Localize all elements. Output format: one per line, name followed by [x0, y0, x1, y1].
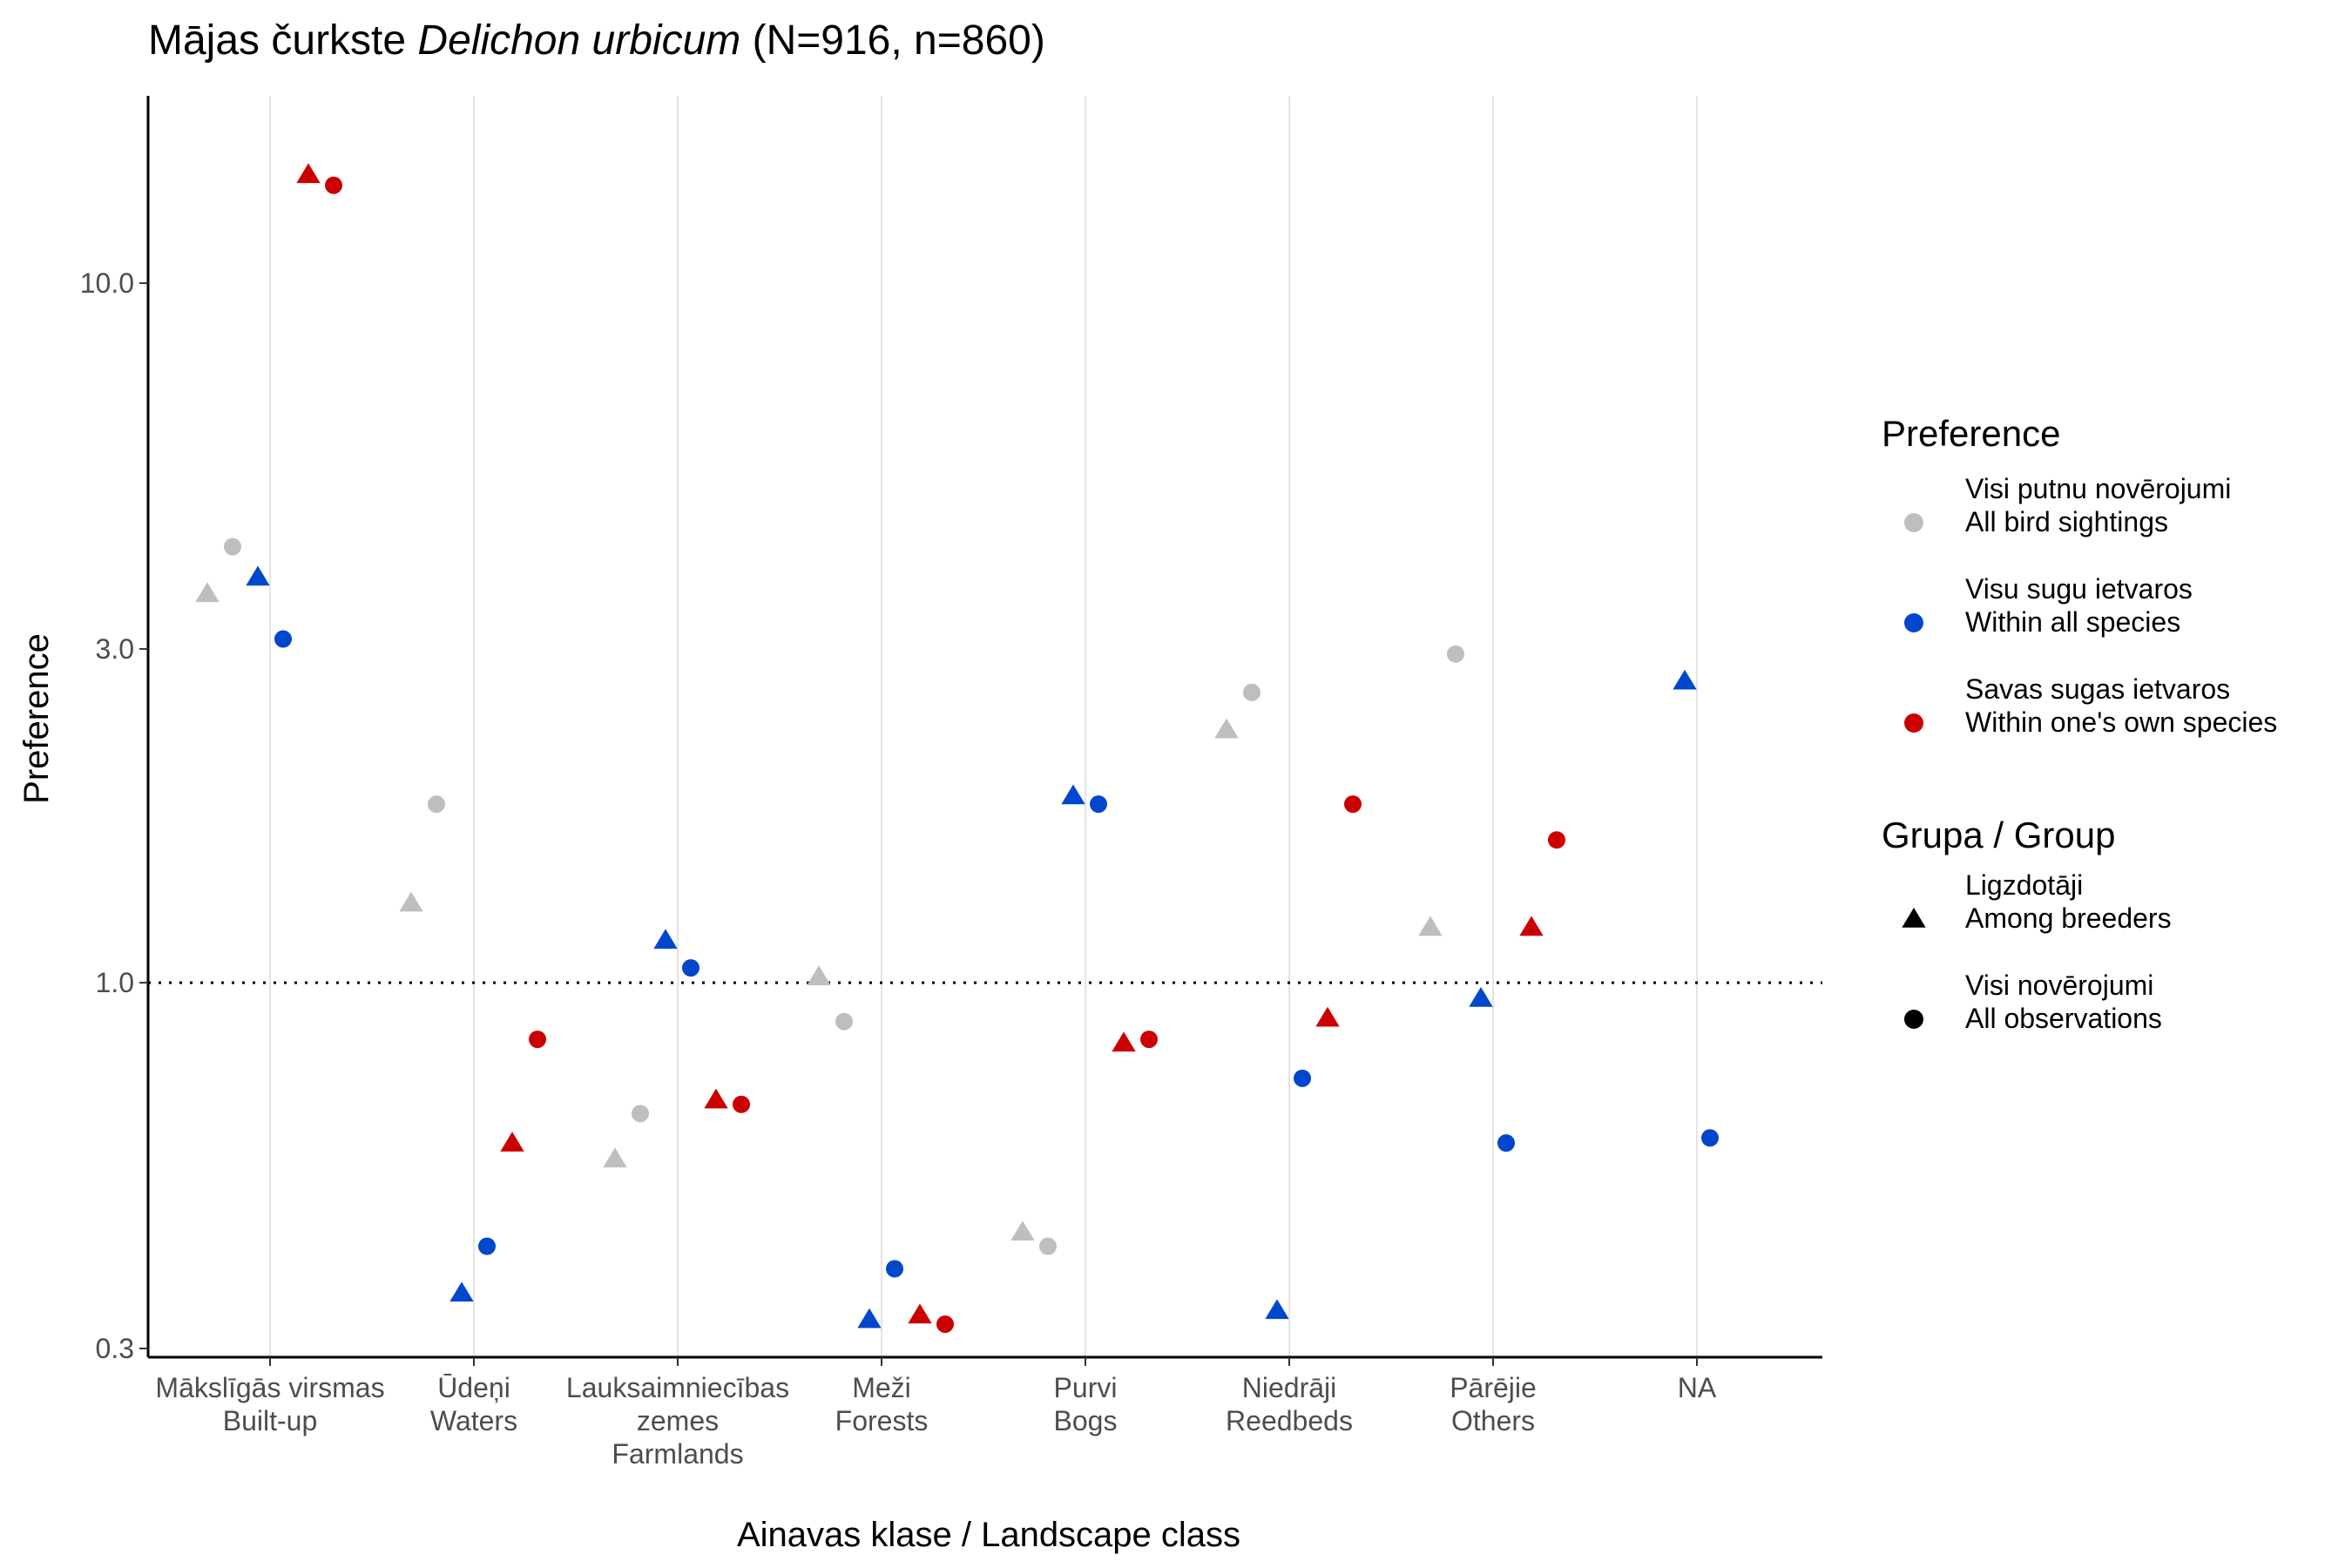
x-tick-label: Lauksaimniecības: [566, 1372, 789, 1403]
legend-label: All bird sightings: [1965, 506, 2168, 537]
legend-label: Ligzdotāji: [1965, 869, 2083, 901]
point-breeders-within_own: [704, 1088, 728, 1109]
x-tick-label: Waters: [430, 1405, 517, 1436]
legend-label: All observations: [1965, 1003, 2162, 1034]
legend-title-group: Grupa / Group: [1882, 814, 2115, 855]
point-breeders-within_all: [1469, 986, 1493, 1007]
point-breeders-within_own: [1519, 916, 1544, 936]
gridlines: [269, 96, 1698, 1357]
point-all-all_sightings: [1243, 683, 1260, 701]
point-breeders-all_sightings: [807, 965, 831, 985]
y-tick-labels: 0.3 1.0 3.0 10.0: [80, 267, 148, 1364]
legend-label: Visu sugu ietvaros: [1965, 573, 2193, 605]
legend-label: Visi novērojumi: [1965, 970, 2153, 1001]
point-breeders-all_sightings: [1418, 916, 1443, 936]
y-tick-label: 1.0: [96, 967, 134, 998]
point-all-within_all: [682, 959, 700, 977]
point-breeders-all_sightings: [399, 891, 423, 912]
point-breeders-within_all: [1061, 784, 1085, 805]
point-all-within_own: [325, 176, 342, 194]
x-tick-label: Built-up: [223, 1405, 318, 1436]
legend-key-breeders: [1902, 908, 1926, 928]
point-breeders-within_own: [908, 1303, 932, 1324]
point-breeders-within_all: [1673, 669, 1697, 690]
point-breeders-within_all: [857, 1308, 882, 1328]
point-all-all_sightings: [632, 1105, 649, 1123]
x-tick-label: Purvi: [1054, 1372, 1118, 1403]
point-all-within_own: [1140, 1031, 1158, 1049]
legend-label: Among breeders: [1965, 902, 2172, 934]
point-breeders-within_own: [1315, 1006, 1340, 1027]
legend-key-all_obs: [1904, 1010, 1923, 1029]
point-all-within_own: [1548, 831, 1565, 849]
x-tick-label: Pārējie: [1450, 1372, 1537, 1403]
legend-label: Within one's own species: [1965, 706, 2277, 738]
x-tick-label: Niedrāji: [1242, 1372, 1336, 1403]
x-tick-label: Farmlands: [612, 1438, 743, 1470]
point-all-within_all: [274, 630, 292, 648]
x-tick-label: Meži: [852, 1372, 911, 1403]
x-tick-label: Bogs: [1054, 1405, 1118, 1436]
point-breeders-within_all: [246, 565, 270, 586]
point-all-all_sightings: [428, 795, 445, 814]
point-breeders-within_own: [296, 163, 321, 184]
point-breeders-all_sightings: [195, 582, 220, 603]
point-all-within_all: [886, 1260, 903, 1278]
x-tick-label: zemes: [637, 1405, 719, 1436]
point-all-within_all: [1701, 1129, 1719, 1147]
y-axis-title: Preference: [17, 633, 56, 804]
point-all-all_sightings: [224, 537, 241, 556]
x-tick-label: Forests: [835, 1405, 929, 1436]
x-tick-label: Ūdeņi: [437, 1372, 510, 1403]
point-breeders-within_all: [449, 1281, 474, 1302]
point-all-within_all: [478, 1237, 496, 1255]
point-all-within_all: [1090, 795, 1107, 814]
point-all-within_own: [529, 1031, 546, 1049]
legend-label: Within all species: [1965, 606, 2180, 638]
y-tick-label: 10.0: [80, 267, 134, 299]
point-all-within_own: [1344, 795, 1362, 814]
x-tick-label: Reedbeds: [1226, 1405, 1353, 1436]
point-all-within_all: [1497, 1134, 1515, 1152]
point-all-within_all: [1294, 1069, 1311, 1087]
x-tick-label: Others: [1451, 1405, 1535, 1436]
point-breeders-within_own: [1112, 1031, 1136, 1052]
legend-label: Visi putnu novērojumi: [1965, 473, 2231, 504]
point-breeders-all_sightings: [1010, 1220, 1035, 1241]
y-tick-label: 0.3: [96, 1333, 134, 1364]
legend-label: Savas sugas ietvaros: [1965, 673, 2230, 705]
axes: [146, 96, 1822, 1359]
y-tick-label: 3.0: [96, 633, 134, 665]
point-breeders-within_own: [500, 1132, 524, 1152]
point-all-within_own: [733, 1095, 750, 1113]
point-breeders-within_all: [653, 929, 678, 950]
chart-title: Mājas čurkste Delichon urbicum (N=916, n…: [148, 17, 1045, 64]
point-breeders-all_sightings: [1214, 718, 1239, 739]
x-axis-title: Ainavas klase / Landscape class: [737, 1516, 1240, 1554]
x-tick-label: Mākslīgās virsmas: [155, 1372, 384, 1403]
point-all-within_own: [936, 1315, 954, 1334]
x-tick-label: NA: [1678, 1372, 1717, 1403]
legend-title-preference: Preference: [1882, 413, 2060, 454]
point-all-all_sightings: [1039, 1237, 1057, 1255]
point-all-all_sightings: [1447, 645, 1464, 663]
legend-key-within_all: [1904, 613, 1923, 632]
point-breeders-all_sightings: [603, 1147, 627, 1168]
data-points: [195, 163, 1719, 1334]
legend-key-within_own: [1904, 713, 1923, 733]
point-breeders-within_all: [1265, 1299, 1289, 1320]
legend-key-all_sightings: [1904, 513, 1923, 532]
point-all-all_sightings: [835, 1012, 853, 1031]
